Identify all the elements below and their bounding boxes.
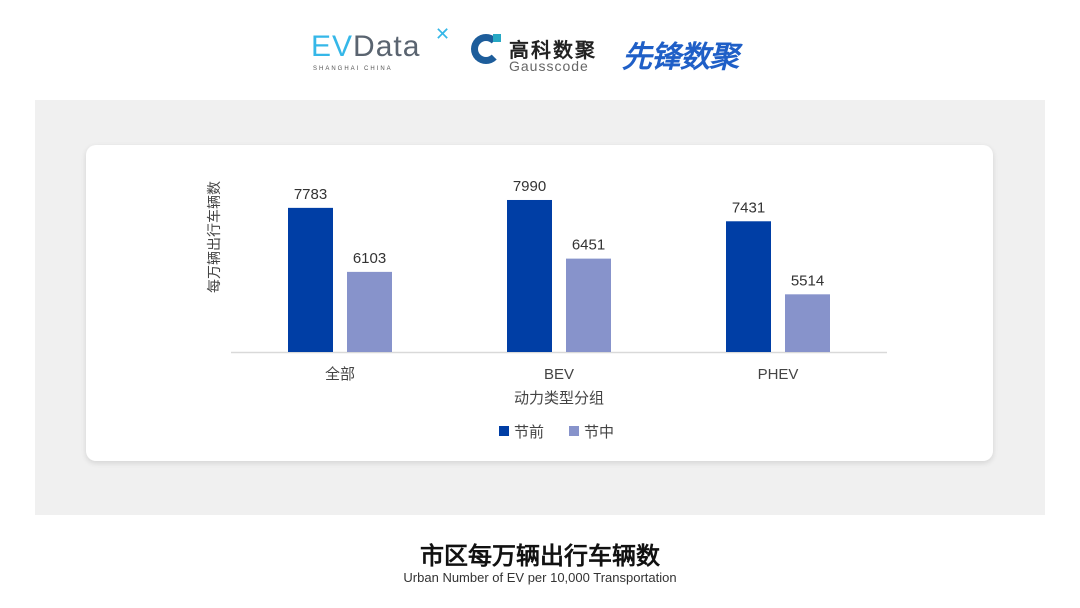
data-label: 6103 — [353, 250, 386, 267]
data-label: 5514 — [791, 272, 824, 289]
x-tick-label: PHEV — [758, 366, 799, 383]
data-label: 7431 — [732, 199, 765, 216]
x-tick-label: BEV — [544, 366, 574, 383]
bar — [566, 258, 611, 352]
legend-label-0: 节前 — [514, 424, 544, 441]
data-label: 7783 — [294, 186, 327, 203]
x-tick-label: 全部 — [325, 365, 355, 383]
legend-label-1: 节中 — [584, 424, 614, 441]
legend-swatch-1 — [569, 426, 579, 436]
legend: 节前 节中 — [499, 424, 614, 441]
evdata-x-mark-icon: ✕ — [435, 24, 451, 44]
page-title: 市区每万辆出行车辆数 — [420, 543, 660, 570]
x-axis-title: 动力类型分组 — [514, 390, 604, 407]
evdata-logo-subtext: SHANGHAI CHINA — [313, 66, 393, 72]
data-label: 7990 — [513, 178, 546, 195]
evdata-logo: EVData — [311, 30, 421, 63]
gausscode-mark-icon — [471, 34, 501, 64]
y-axis-title: 每万辆出行车辆数 — [206, 181, 222, 293]
bar — [785, 294, 830, 352]
page-subtitle: Urban Number of EV per 10,000 Transporta… — [403, 570, 677, 585]
bar — [507, 199, 552, 352]
logo-bar: EVData ✕ SHANGHAI CHINA 高科数聚 Gausscode 先… — [0, 22, 1080, 74]
gausscode-square-icon — [493, 34, 501, 42]
gausscode-logo-cn: 高科数聚 — [509, 40, 597, 62]
data-label: 6451 — [572, 237, 605, 254]
xianfeng-logo: 先锋数聚 — [622, 41, 739, 74]
bar — [347, 271, 392, 352]
legend-swatch-0 — [499, 426, 509, 436]
gausscode-logo-en: Gausscode — [509, 58, 589, 74]
bar — [726, 221, 771, 352]
bar — [288, 207, 333, 352]
